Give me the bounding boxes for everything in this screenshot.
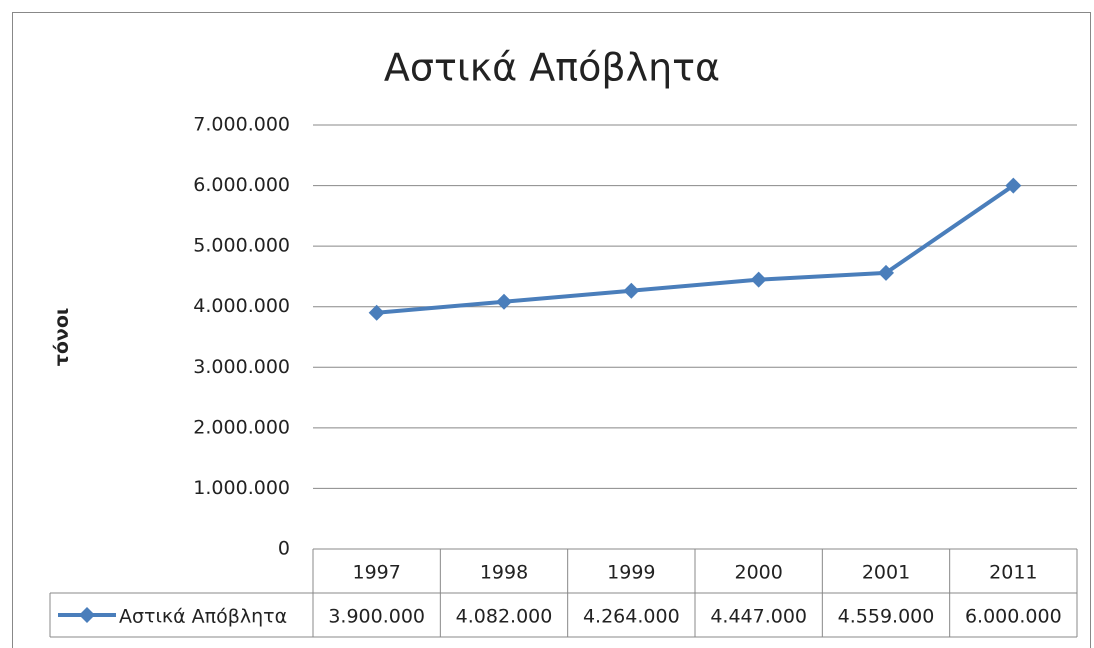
chart-title: Αστικά Απόβλητα [384,46,720,90]
marker [878,264,894,281]
y-tick-label: 1.000.000 [193,477,290,499]
x-tick-label: 1999 [607,562,655,584]
y-tick-label: 7.000.000 [193,114,290,136]
x-tick-label: 2001 [862,562,910,584]
y-tick-label: 0 [278,538,290,560]
y-tick-label: 2.000.000 [193,416,290,438]
table-value: 4.264.000 [583,606,680,628]
legend-marker [79,607,95,623]
y-tick-label: 4.000.000 [193,295,290,317]
marker [623,282,640,299]
y-tick-label: 6.000.000 [193,174,290,196]
x-tick-label: 1998 [480,562,528,584]
y-tick-label: 3.000.000 [193,356,290,378]
table-value: 3.900.000 [328,606,425,628]
chart-border [12,12,1091,648]
table-value: 4.082.000 [456,606,553,628]
table-value: 6.000.000 [965,606,1062,628]
x-tick-label: 2011 [989,562,1037,584]
marker [368,304,385,321]
y-tick-label: 5.000.000 [193,235,290,257]
table-value: 4.559.000 [838,606,935,628]
marker [1005,177,1022,194]
x-tick-label: 2000 [734,562,782,584]
table-value: 4.447.000 [710,606,807,628]
marker [750,271,767,288]
marker [496,293,512,310]
y-axis-label: τόνοι [51,308,73,367]
legend-label: Αστικά Απόβλητα [119,606,287,628]
series-line [376,183,1015,315]
x-tick-label: 1997 [352,562,400,584]
